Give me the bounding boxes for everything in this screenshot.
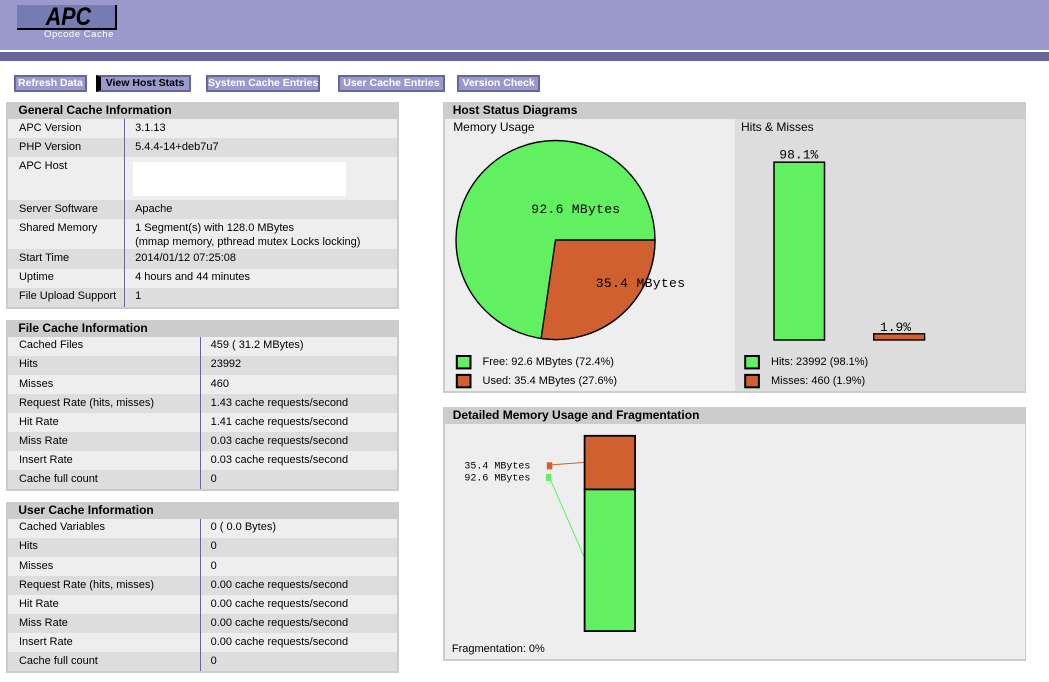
svg-text:35.4 MBytes: 35.4 MBytes	[596, 276, 686, 291]
svg-text:92.6 MBytes: 92.6 MBytes	[464, 474, 530, 485]
svg-text:98.1%: 98.1%	[779, 148, 818, 163]
svg-text:1.9%: 1.9%	[880, 320, 911, 335]
svg-text:35.4 MBytes: 35.4 MBytes	[464, 462, 530, 473]
svg-text:92.6 MBytes: 92.6 MBytes	[531, 202, 620, 217]
